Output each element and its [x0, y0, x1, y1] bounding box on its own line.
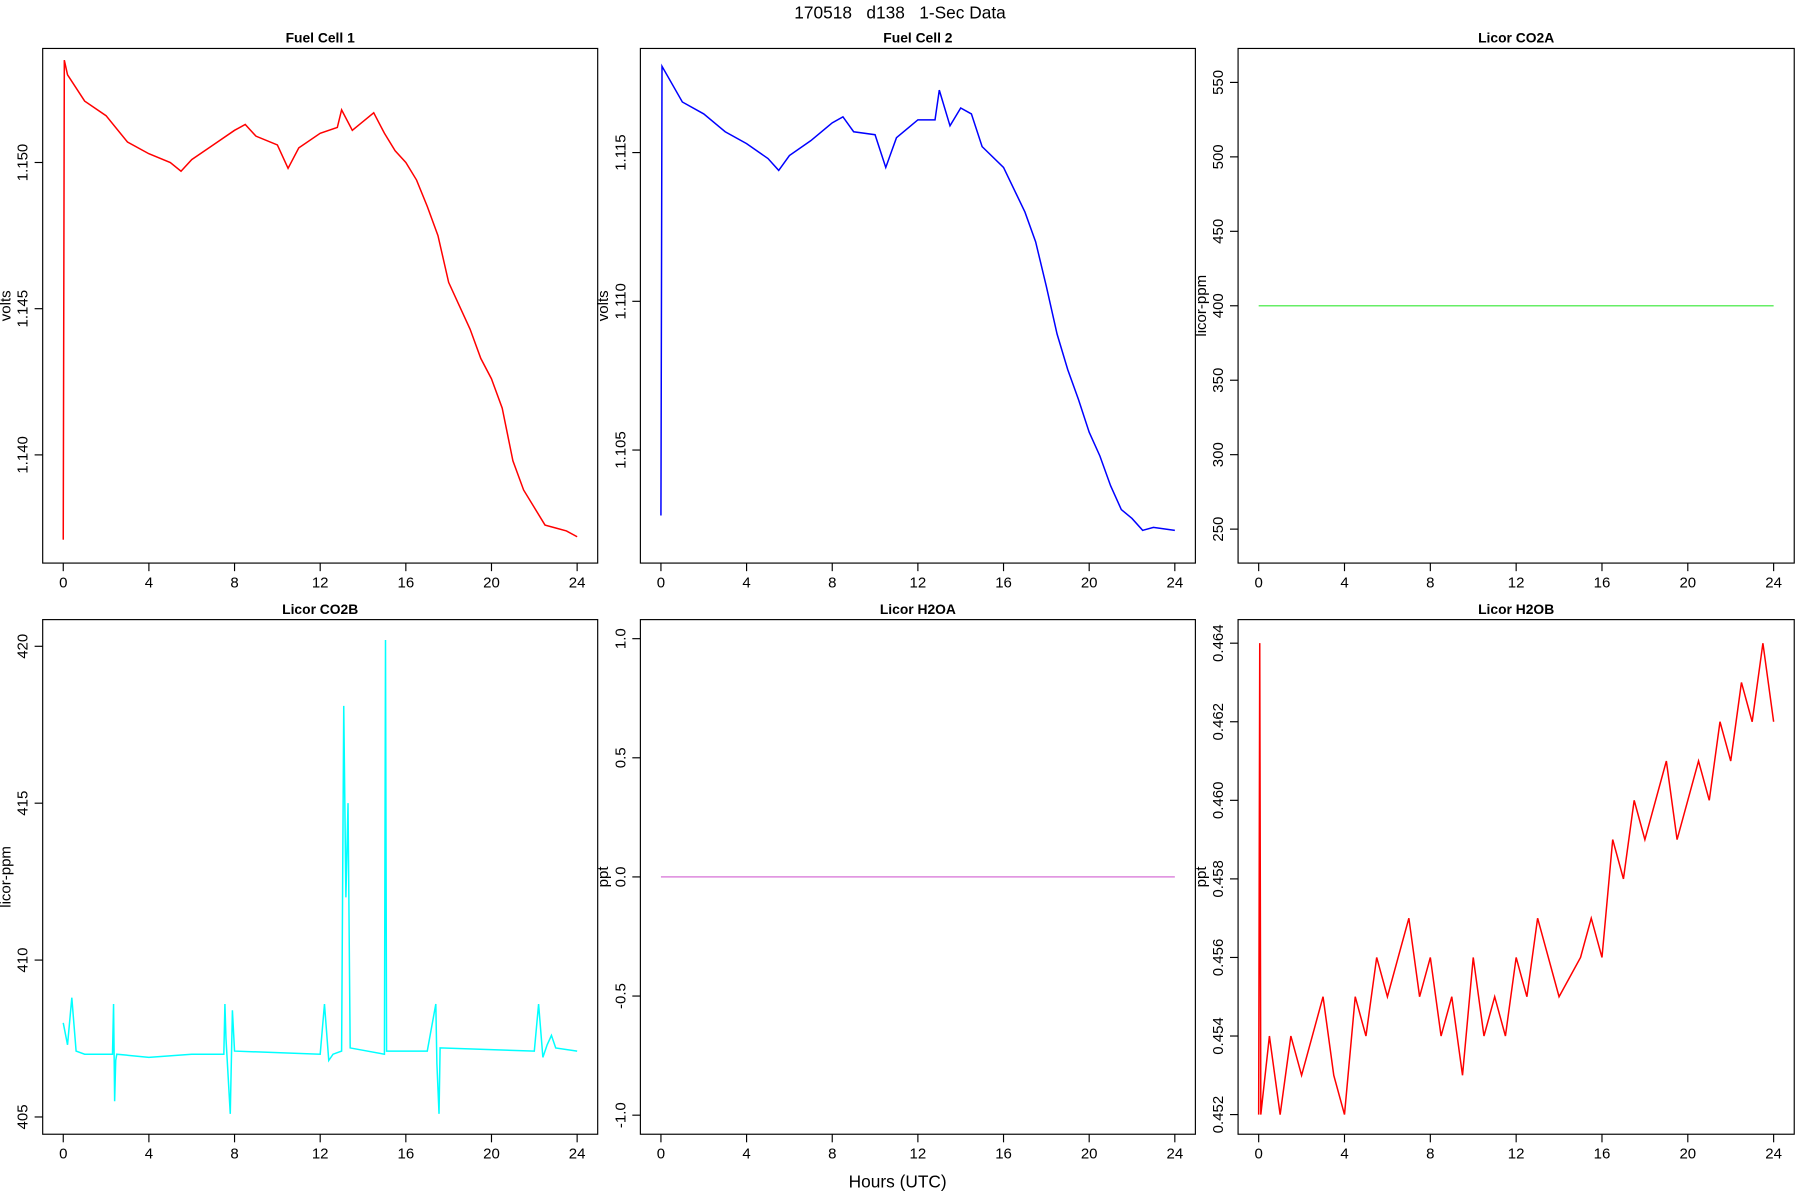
y-tick-label: 0.462 — [1210, 703, 1227, 741]
x-tick-label: 0 — [657, 574, 665, 591]
x-tick-label: 24 — [569, 574, 586, 591]
y-tick-label: -1.0 — [612, 1102, 629, 1128]
y-axis-label: volts — [595, 290, 612, 321]
data-line — [660, 63, 1175, 532]
y-axis-label: licor-ppm — [1193, 275, 1210, 337]
panel-title: Licor CO2B — [282, 601, 358, 617]
plot-frame — [639, 47, 1196, 564]
plot-frame — [1237, 619, 1795, 1135]
y-tick-label: 0.5 — [612, 747, 629, 768]
x-tick-label: 0 — [59, 1145, 67, 1162]
y-tick-label: 410 — [15, 948, 32, 973]
x-tick-label: 12 — [312, 574, 329, 591]
y-tick-label: 0.458 — [1210, 860, 1227, 898]
y-axis-label: ppt — [1193, 866, 1210, 888]
plot-frame — [42, 47, 599, 564]
x-tick-label: 8 — [1426, 574, 1434, 591]
y-tick-label: 1.150 — [15, 144, 32, 182]
y-tick-label: 405 — [15, 1104, 32, 1129]
x-tick-label: 20 — [483, 574, 500, 591]
y-tick-label: 0.454 — [1210, 1017, 1227, 1055]
y-tick-label: 0.460 — [1210, 782, 1227, 820]
x-tick-label: 20 — [1081, 1145, 1098, 1162]
x-tick-label: 0 — [1255, 1145, 1263, 1162]
panel-title: Licor H2OB — [1478, 601, 1554, 617]
x-tick-label: 8 — [828, 574, 836, 591]
x-tick-label: 20 — [483, 1145, 500, 1162]
y-axis-label: volts — [0, 290, 14, 321]
y-tick-label: 1.115 — [612, 134, 629, 170]
y-tick-label: 0.464 — [1210, 624, 1227, 662]
x-tick-label: 12 — [910, 574, 927, 591]
y-tick-label: 450 — [1210, 219, 1227, 244]
y-tick-label: 1.105 — [612, 431, 629, 469]
x-tick-label: 4 — [145, 1145, 153, 1162]
y-tick-label: 1.0 — [612, 628, 629, 649]
x-tick-label: 8 — [828, 1145, 836, 1162]
data-line — [1257, 643, 1775, 1115]
x-tick-label: 4 — [742, 574, 750, 591]
x-tick-label: 8 — [230, 1145, 238, 1162]
x-tick-label: 4 — [1340, 1145, 1348, 1162]
x-tick-label: 12 — [910, 1145, 927, 1162]
x-tick-label: 16 — [397, 1145, 414, 1162]
x-tick-label: 24 — [1166, 1145, 1183, 1162]
x-tick-label: 4 — [742, 1145, 750, 1162]
y-tick-label: 500 — [1210, 144, 1227, 169]
y-tick-label: 0.452 — [1210, 1096, 1227, 1134]
x-tick-label: 0 — [1255, 574, 1263, 591]
x-tick-label: 12 — [1508, 574, 1525, 591]
x-tick-label: 8 — [230, 574, 238, 591]
x-tick-label: 16 — [1594, 574, 1611, 591]
y-tick-label: -0.5 — [612, 983, 629, 1009]
panel-title: Licor H2OA — [880, 601, 956, 617]
data-line — [62, 640, 578, 1114]
y-tick-label: 250 — [1210, 517, 1227, 542]
y-tick-label: 0.0 — [612, 866, 629, 887]
y-tick-label: 415 — [15, 791, 32, 816]
panel-title: Licor CO2A — [1478, 30, 1554, 46]
y-tick-label: 1.110 — [612, 283, 629, 319]
x-axis-label: Hours (UTC) — [849, 1171, 947, 1191]
data-line — [62, 60, 578, 540]
y-tick-label: 550 — [1210, 70, 1227, 95]
x-tick-label: 16 — [995, 574, 1012, 591]
y-axis-label: licor-ppm — [0, 846, 14, 908]
y-tick-label: 420 — [15, 634, 32, 659]
x-tick-label: 24 — [1765, 1145, 1782, 1162]
x-tick-label: 24 — [1765, 574, 1782, 591]
x-tick-label: 24 — [1166, 574, 1183, 591]
y-tick-label: 300 — [1210, 442, 1227, 467]
x-tick-label: 4 — [1340, 574, 1348, 591]
y-tick-label: 350 — [1210, 368, 1227, 393]
y-axis-label: ppt — [595, 866, 612, 888]
x-tick-label: 4 — [145, 574, 153, 591]
y-tick-label: 1.145 — [15, 290, 32, 328]
y-tick-label: 0.456 — [1210, 939, 1227, 977]
x-tick-label: 12 — [312, 1145, 329, 1162]
x-tick-label: 24 — [569, 1145, 586, 1162]
x-tick-label: 16 — [397, 574, 414, 591]
x-tick-label: 16 — [995, 1145, 1012, 1162]
y-tick-label: 1.140 — [15, 436, 32, 474]
x-tick-label: 16 — [1594, 1145, 1611, 1162]
figure-title: 170518 d138 1-Sec Data — [794, 2, 1006, 22]
panel-title: Fuel Cell 2 — [883, 30, 952, 46]
y-tick-label: 400 — [1210, 293, 1227, 318]
x-tick-label: 0 — [59, 574, 67, 591]
panel-title: Fuel Cell 1 — [286, 30, 355, 46]
x-tick-label: 20 — [1081, 574, 1098, 591]
x-tick-label: 20 — [1679, 574, 1696, 591]
x-tick-label: 12 — [1508, 1145, 1525, 1162]
x-tick-label: 20 — [1679, 1145, 1696, 1162]
x-tick-label: 0 — [657, 1145, 665, 1162]
plot-frame — [42, 619, 599, 1135]
x-tick-label: 8 — [1426, 1145, 1434, 1162]
